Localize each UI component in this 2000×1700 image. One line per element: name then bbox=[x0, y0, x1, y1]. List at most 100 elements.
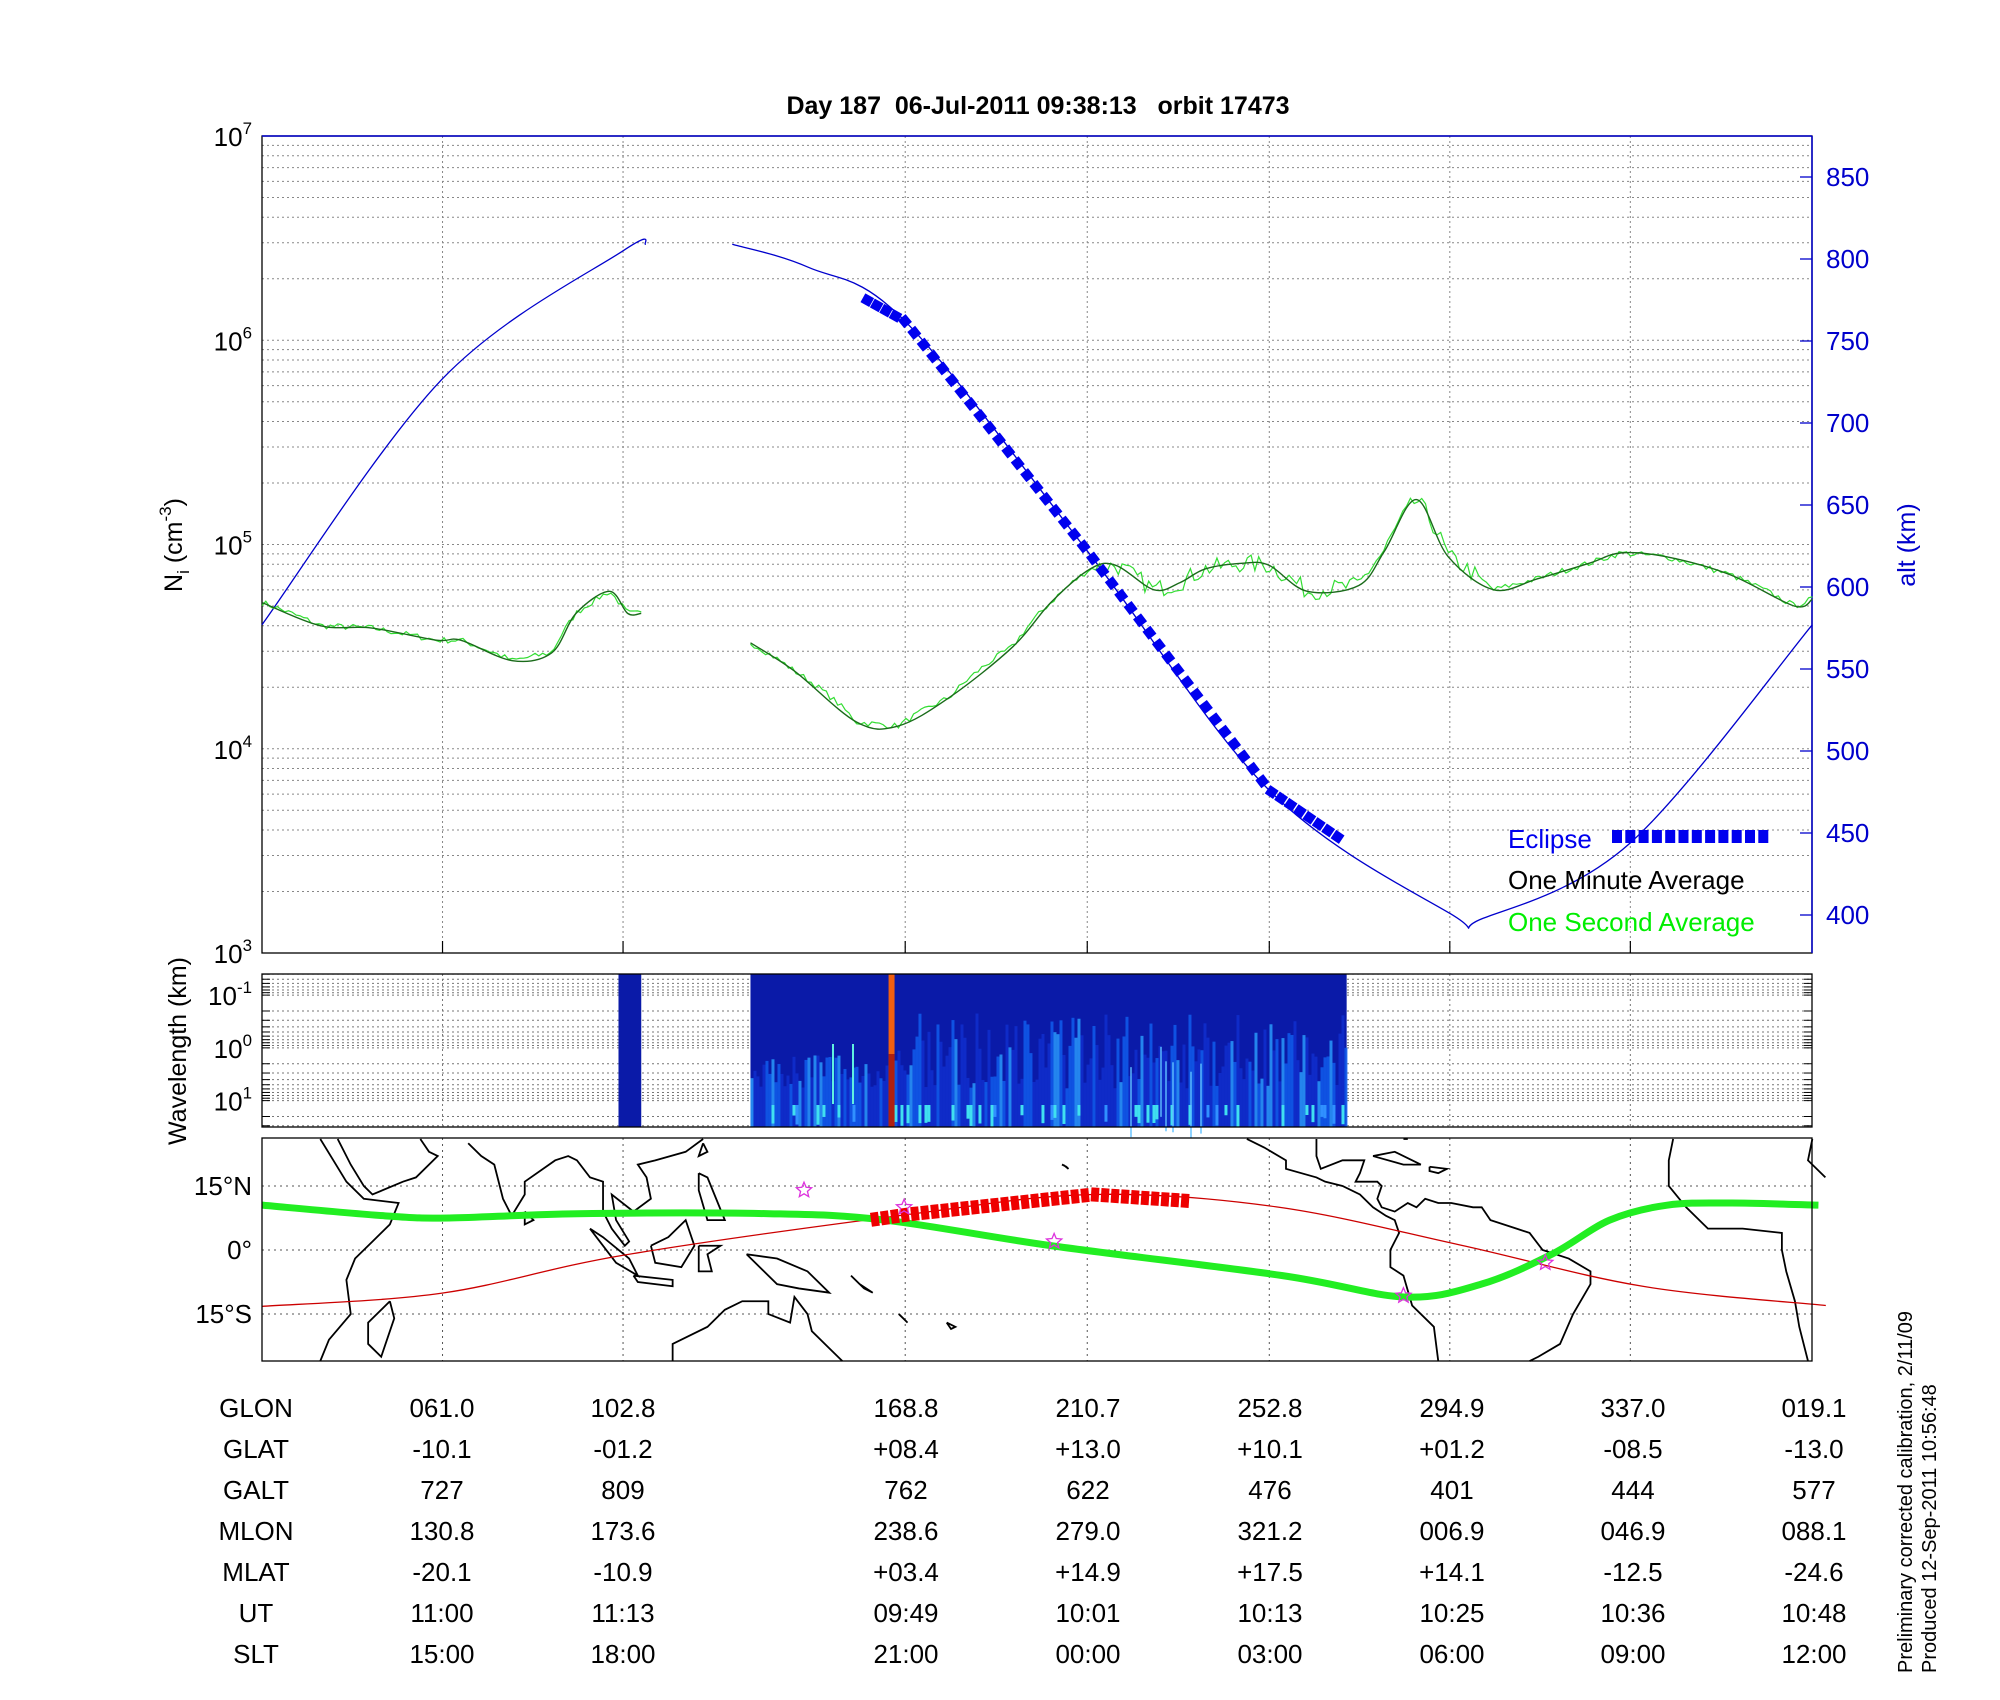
table-cell: -12.5 bbox=[1603, 1557, 1662, 1587]
table-cell: 577 bbox=[1792, 1475, 1835, 1505]
eclipse-track-marker bbox=[1120, 1189, 1130, 1204]
spectrogram-column bbox=[1176, 1060, 1180, 1127]
spectrogram-column bbox=[1212, 1041, 1216, 1127]
eclipse-marker bbox=[1095, 563, 1110, 578]
spectrogram-column bbox=[927, 1031, 931, 1127]
eclipse-marker bbox=[1142, 625, 1157, 640]
spectrogram-column bbox=[1185, 1088, 1189, 1127]
spectrogram-column bbox=[1302, 1035, 1306, 1127]
spectrogram-column bbox=[759, 1086, 763, 1127]
table-cell: 15:00 bbox=[409, 1639, 474, 1669]
table-cell: 12:00 bbox=[1781, 1639, 1846, 1669]
eclipse-track-marker bbox=[1070, 1189, 1080, 1204]
eclipse-marker bbox=[1161, 650, 1176, 665]
spectrogram-column bbox=[1344, 1047, 1348, 1127]
spectrogram-column bbox=[1104, 1014, 1108, 1127]
spectrogram-low-band bbox=[1062, 1105, 1066, 1124]
star-marker-icon bbox=[794, 1180, 814, 1199]
spectrogram-column bbox=[1308, 1074, 1312, 1127]
spectrogram-column bbox=[774, 1082, 778, 1127]
eclipse-marker bbox=[1048, 503, 1063, 518]
table-cell: 337.0 bbox=[1600, 1393, 1665, 1423]
spectrogram-column bbox=[1032, 1081, 1036, 1127]
spectrogram-column bbox=[993, 1076, 997, 1127]
spectrogram-column bbox=[1230, 1041, 1234, 1127]
row-label-slt: SLT bbox=[233, 1639, 279, 1669]
spectrogram-low-band bbox=[1305, 1105, 1309, 1116]
spectrogram-low-band bbox=[978, 1105, 982, 1124]
density-panel: 1031041051061074004505005506006507007508… bbox=[156, 119, 1921, 969]
spectrogram-column bbox=[858, 1082, 862, 1127]
spectrogram-column bbox=[1311, 1053, 1315, 1127]
spectrogram-low-band bbox=[792, 1105, 796, 1116]
spectrogram-column bbox=[816, 1055, 820, 1127]
eclipse-track-marker bbox=[1080, 1187, 1090, 1203]
spectrogram-column bbox=[933, 1085, 937, 1127]
spectrogram-column bbox=[1260, 1078, 1264, 1127]
eclipse-track-marker bbox=[960, 1200, 970, 1216]
eclipse-marker bbox=[1086, 551, 1101, 566]
table-cell: 102.8 bbox=[590, 1393, 655, 1423]
row-label-ut: UT bbox=[239, 1598, 274, 1628]
legend-eclipse-marker bbox=[1745, 830, 1755, 843]
eclipse-marker bbox=[1170, 662, 1185, 677]
star-marker-icon bbox=[1394, 1285, 1413, 1304]
spectrogram-column bbox=[1257, 1083, 1261, 1127]
spectrogram-low-band bbox=[918, 1105, 922, 1124]
spectrogram-low-band bbox=[1077, 1105, 1081, 1116]
alt-tick-label: 800 bbox=[1826, 244, 1869, 274]
y-tick-label: 103 bbox=[214, 936, 252, 969]
spectrogram-column bbox=[1305, 1037, 1309, 1127]
alt-axis-label: alt (km) bbox=[1893, 503, 1921, 586]
y-tick-label-base: 10 bbox=[214, 735, 243, 765]
alt-tick-label: 650 bbox=[1826, 490, 1869, 520]
spectrogram-column bbox=[1293, 1021, 1297, 1127]
spectrogram-column bbox=[1137, 1079, 1141, 1127]
spectrogram-low-band bbox=[1341, 1105, 1345, 1125]
eclipse-marker bbox=[1283, 797, 1298, 812]
spectrogram-low-band bbox=[1020, 1105, 1024, 1116]
spectrogram-column bbox=[861, 1075, 865, 1127]
spectrogram-column bbox=[807, 1057, 811, 1127]
spectrogram-low-band bbox=[1281, 1105, 1285, 1126]
y-tick-label-exp: 3 bbox=[243, 936, 252, 955]
spectrogram-low-band bbox=[771, 1105, 775, 1124]
legend-eclipse-marker bbox=[1612, 830, 1622, 843]
eclipse-track-marker bbox=[930, 1204, 940, 1219]
map-panel: 15°N 0° 15°S bbox=[194, 1137, 1827, 1362]
spectrogram-column bbox=[1188, 1014, 1192, 1127]
spectrogram-low-band bbox=[1332, 1105, 1336, 1124]
eclipse-track-marker bbox=[1010, 1195, 1020, 1211]
spectrogram-streak bbox=[1200, 1063, 1202, 1134]
spectrogram-column bbox=[978, 1048, 982, 1127]
spectrogram-column bbox=[1266, 1085, 1270, 1127]
y-label-unit-exp: -3 bbox=[156, 506, 175, 521]
spectrogram-column bbox=[792, 1056, 796, 1127]
spectrogram-column bbox=[909, 1065, 913, 1127]
spectrogram-column bbox=[855, 1066, 859, 1127]
eclipse-marker bbox=[1227, 737, 1242, 752]
coastline bbox=[1667, 1138, 1809, 1362]
spectrogram-column bbox=[1026, 1024, 1030, 1127]
spectrogram-column bbox=[813, 1055, 817, 1127]
spectrogram-column bbox=[984, 1082, 988, 1127]
orbit-track-line bbox=[261, 1193, 1826, 1308]
table-cell: 173.6 bbox=[590, 1516, 655, 1546]
spectrogram-column bbox=[1098, 1079, 1102, 1127]
table-cell: -01.2 bbox=[593, 1434, 652, 1464]
eclipse-track-marker bbox=[1110, 1188, 1120, 1204]
spectrogram-low-band bbox=[1155, 1105, 1159, 1120]
spec-y-tick-label: 100 bbox=[214, 1031, 252, 1064]
spectrogram-column bbox=[1116, 1038, 1120, 1127]
spectrogram-streak bbox=[1172, 1062, 1174, 1133]
eclipse-marker bbox=[1255, 774, 1270, 789]
spectrogram-low-band bbox=[1215, 1105, 1219, 1126]
spectrogram-column bbox=[1071, 1017, 1075, 1127]
y-tick-label-base: 10 bbox=[214, 531, 243, 561]
legend-eclipse-marker bbox=[1718, 830, 1729, 843]
table-cell: 130.8 bbox=[409, 1516, 474, 1546]
spectrogram-column bbox=[1338, 1033, 1342, 1127]
legend-eclipse-marker bbox=[1638, 830, 1649, 843]
spectrogram-column bbox=[918, 1013, 922, 1127]
